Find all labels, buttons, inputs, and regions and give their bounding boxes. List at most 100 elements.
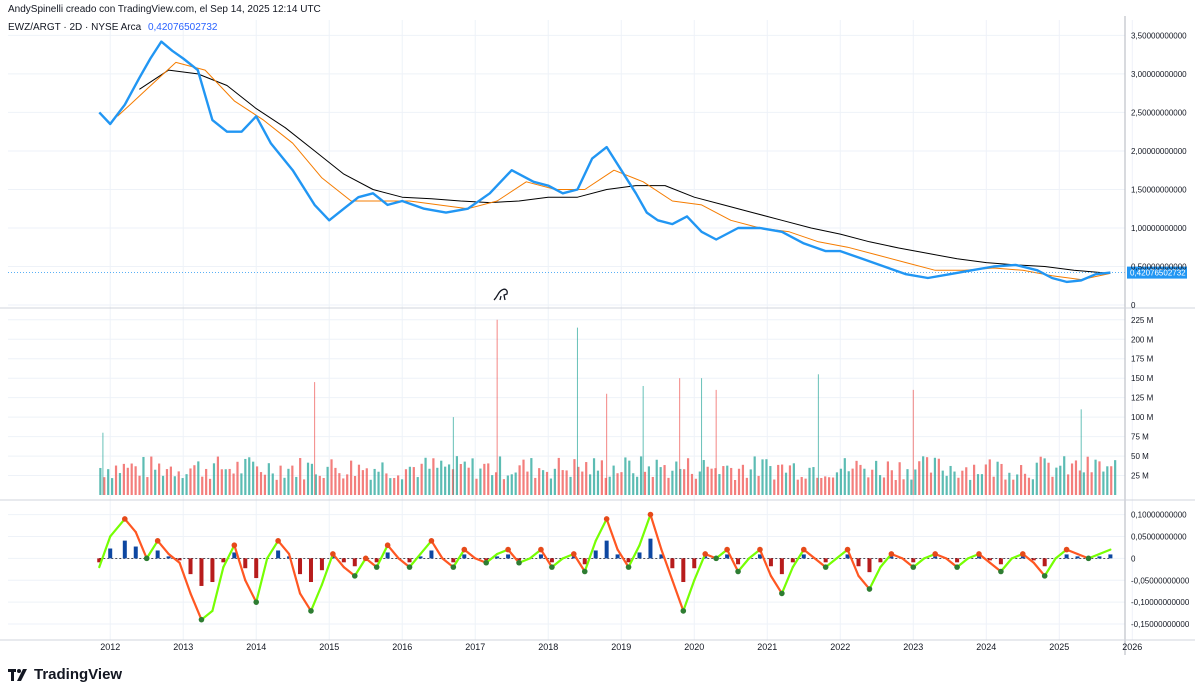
volume-bar [158,463,161,495]
volume-bar [522,459,525,495]
volume-bar [252,461,255,495]
oscillator-pivot-dot [253,599,260,605]
volume-bar [483,463,486,495]
x-tick-2020: 2020 [684,642,704,652]
volume-bar [1047,462,1050,495]
histogram-bar [1031,558,1036,561]
histogram-bar [407,558,412,563]
volume-bar [855,460,858,495]
oscillator-pivot-dot [122,516,128,522]
oscillator-pivot-dot [1085,555,1092,562]
volume-bar [1055,467,1058,495]
symbol-legend[interactable]: EWZ/ARGT · 2D · NYSE Arca 0,42076502732 [8,22,217,33]
histogram-bar [987,558,992,561]
histogram-bar [670,558,675,569]
volume-bar [679,468,682,495]
histogram-bar [199,558,204,586]
price-pane[interactable]: 0,42076502732 [8,40,1187,284]
volume-bar [922,456,925,495]
volume-bar [154,469,157,495]
tradingview-brand[interactable]: TradingView [8,666,122,683]
volume-bar [271,473,274,495]
volume-bar [373,468,376,495]
volume-bar [287,468,290,495]
volume-bar [733,480,737,495]
volume-bar [945,475,948,495]
oscillator-segment [594,517,608,542]
oscillator-segment [616,548,630,569]
volume-bar [585,462,588,495]
oscillator-pivot-dot [362,555,369,562]
volume-bar [267,463,270,495]
volume-bar [906,469,909,495]
oscillator-pivot-dot [1019,551,1026,557]
volume-bar [177,471,180,495]
y-tick-2-4: -0,10000000000 [1131,598,1190,607]
histogram-bar [637,552,642,559]
histogram-bar [703,556,708,559]
histogram-bar [352,558,357,567]
volume-bar [988,459,991,495]
volume-bar [753,456,756,495]
oscillator-pivot-dot [516,559,522,566]
y-tick-1-1: 200 M [1131,335,1154,344]
volume-bar [1051,476,1054,495]
histogram-bar [254,558,259,579]
volume-bar [232,473,235,495]
volume-bar [639,456,643,495]
histogram-bar [1097,556,1102,559]
volume-bar [111,478,114,495]
volume-bar [992,476,995,495]
volume-bar [475,478,478,495]
histogram-bar [133,546,138,559]
volume-bar [291,465,294,495]
volume-bar [346,474,349,495]
volume-bar [424,457,427,495]
oscillator-segment [277,539,291,556]
volume-bar [263,474,267,495]
histogram-bar [648,538,653,559]
symbol-label[interactable]: EWZ/ARGT · 2D · NYSE Arca [8,22,142,33]
volume-bar [193,465,196,495]
volume-bar [1074,460,1078,495]
oscillator-segment [846,548,860,577]
volume-bar [800,477,803,495]
volume-bar [624,457,627,495]
histogram-bar [1075,556,1080,559]
volume-bar [1027,477,1031,495]
volume-bar [686,458,690,495]
volume-bar [890,470,893,495]
histogram-bar [166,556,171,559]
oscillator-pane[interactable] [97,511,1113,623]
volume-bar [189,468,192,495]
oscillator-segment [1032,561,1046,577]
volume-pane[interactable] [99,319,1117,495]
oscillator-segment [233,544,247,582]
volume-bar [690,473,694,495]
volume-bar [444,466,447,495]
volume-bar [1114,460,1117,495]
volume-bar [103,477,106,495]
volume-bar [542,470,545,495]
volume-bar [526,471,529,495]
volume-bar [659,467,662,495]
volume-bar [107,469,110,495]
histogram-bar [108,548,113,559]
volume-bar [169,466,172,495]
volume-bar [557,457,560,495]
volume-bar [283,477,286,495]
oscillator-segment [167,552,181,564]
volume-bar [765,459,768,495]
oscillator-pivot-dot [713,555,719,562]
oscillator-segment [605,517,619,551]
y-tick-2-5: -0,15000000000 [1131,620,1190,629]
oscillator-pivot-dot [680,608,687,614]
volume-bar [1031,479,1034,495]
volume-bar [506,475,509,495]
oscillator-pivot-dot [998,568,1004,575]
volume-bar [969,479,972,495]
oscillator-pivot-dot [406,564,413,570]
oscillator-pivot-dot [1063,546,1070,553]
volume-bar [412,467,415,495]
oscillator-segment [638,513,652,547]
